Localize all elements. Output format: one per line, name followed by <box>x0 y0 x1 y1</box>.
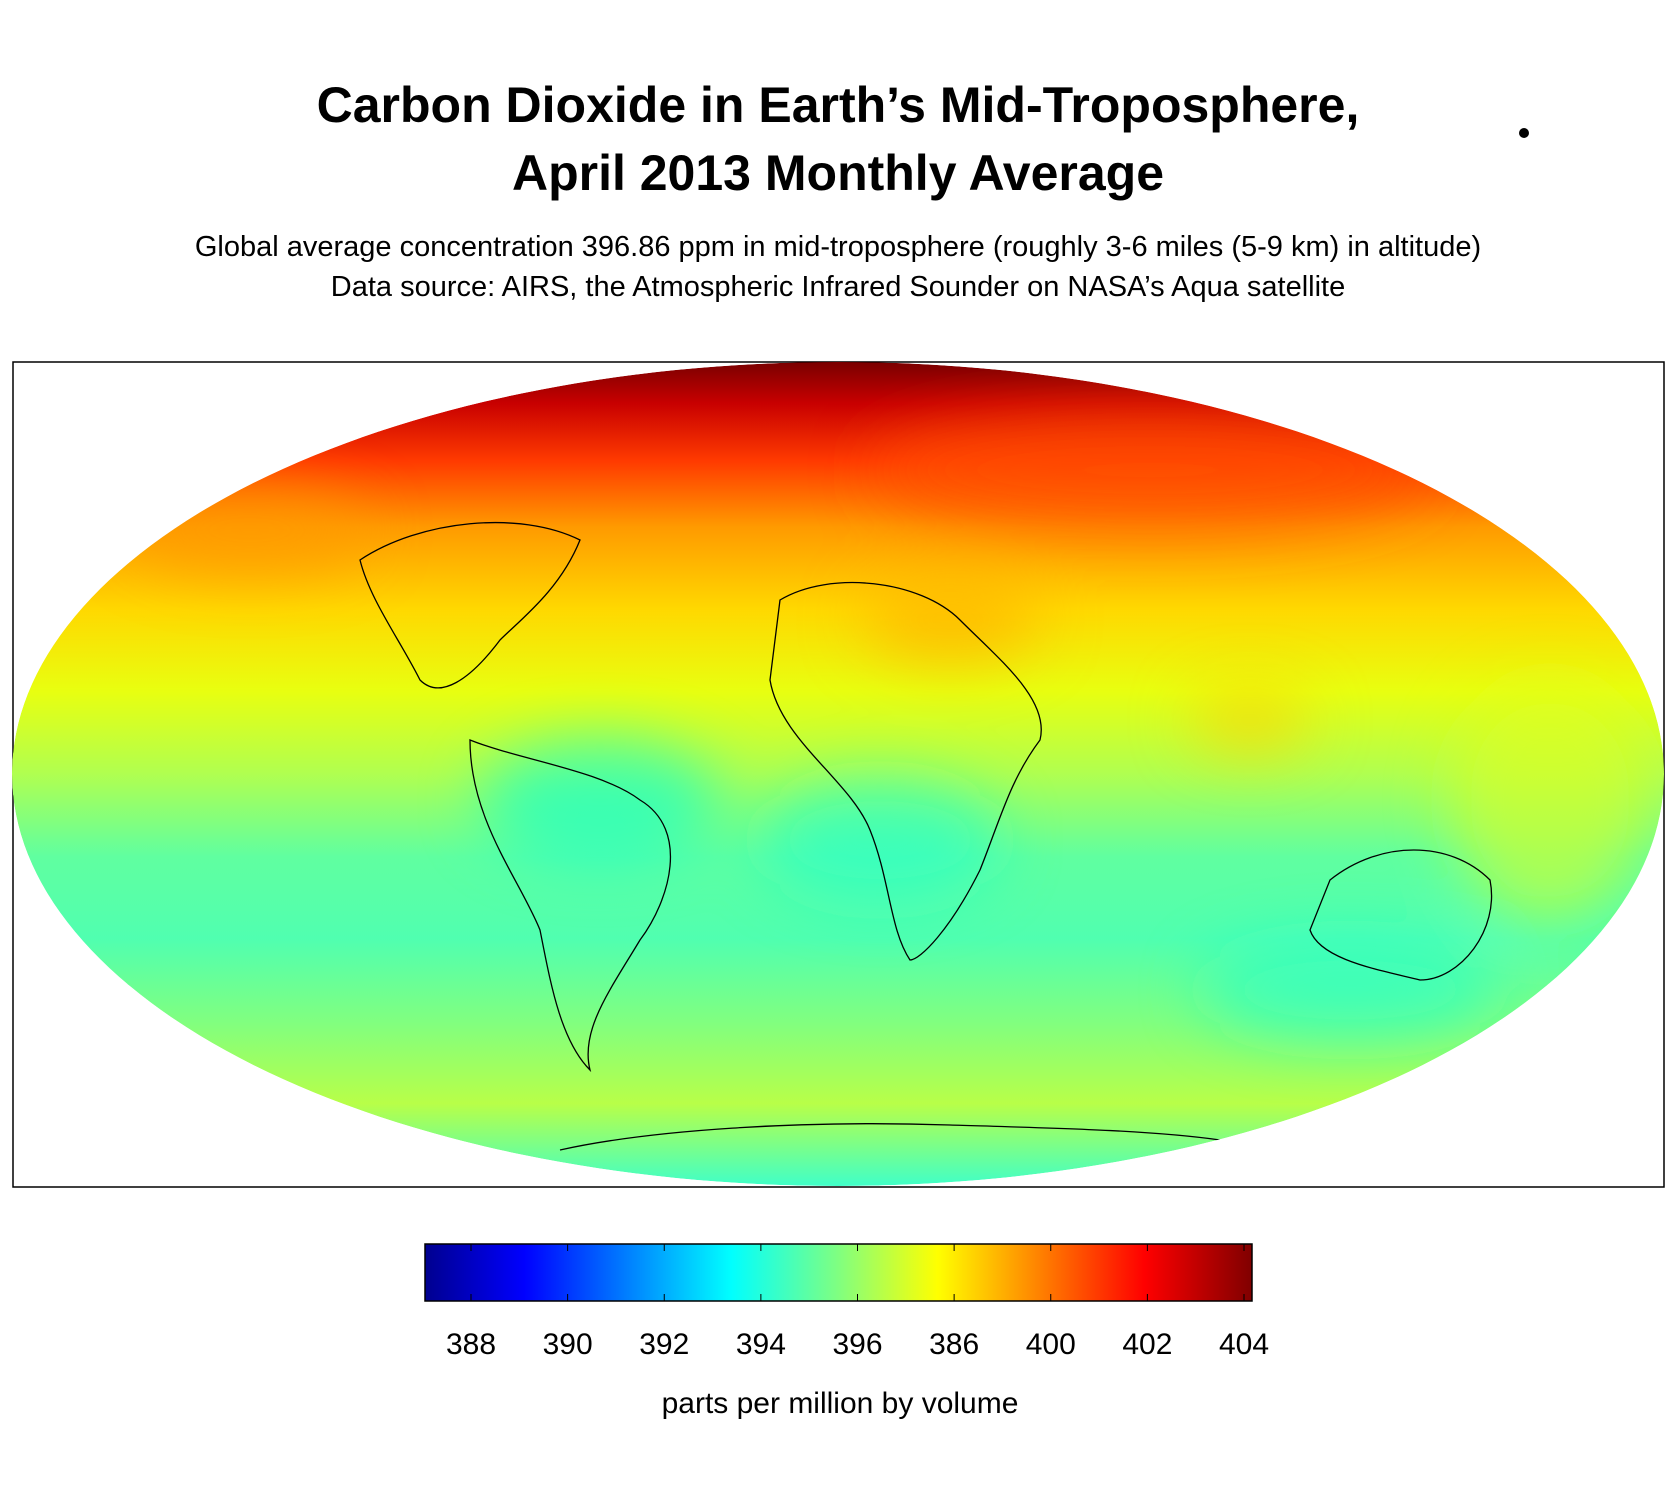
subtitle: Global average concentration 396.86 ppm … <box>195 231 1481 263</box>
colorbar-tick-label: 396 <box>832 1328 882 1361</box>
colorbar-tick-label: 400 <box>1026 1328 1076 1361</box>
colorbar-tick-label: 388 <box>446 1328 496 1361</box>
colorbar-tick-label: 392 <box>639 1328 689 1361</box>
colorbar-label: parts per million by volume <box>662 1387 1019 1420</box>
colorbar-tick-label: 386 <box>929 1328 979 1361</box>
dot <box>1519 128 1529 138</box>
colorbar-tick-label: 394 <box>736 1328 786 1361</box>
colorbar-tick-label: 404 <box>1219 1328 1269 1361</box>
subtitle: Data source: AIRS, the Atmospheric Infra… <box>331 271 1346 303</box>
colorbar-ticks: 388 390 392 394 396 386 400 402 404 <box>446 1244 1269 1361</box>
field-patches <box>130 410 1650 1040</box>
colorbar-tick-label: 390 <box>543 1328 593 1361</box>
map <box>12 362 1664 1186</box>
title: Carbon Dioxide in Earth’s Mid-Tropospher… <box>317 77 1360 133</box>
colorbar-tick-label: 402 <box>1122 1328 1172 1361</box>
title: April 2013 Monthly Average <box>512 145 1164 201</box>
coastlines <box>359 521 1493 1151</box>
colorbar <box>424 1243 1253 1302</box>
